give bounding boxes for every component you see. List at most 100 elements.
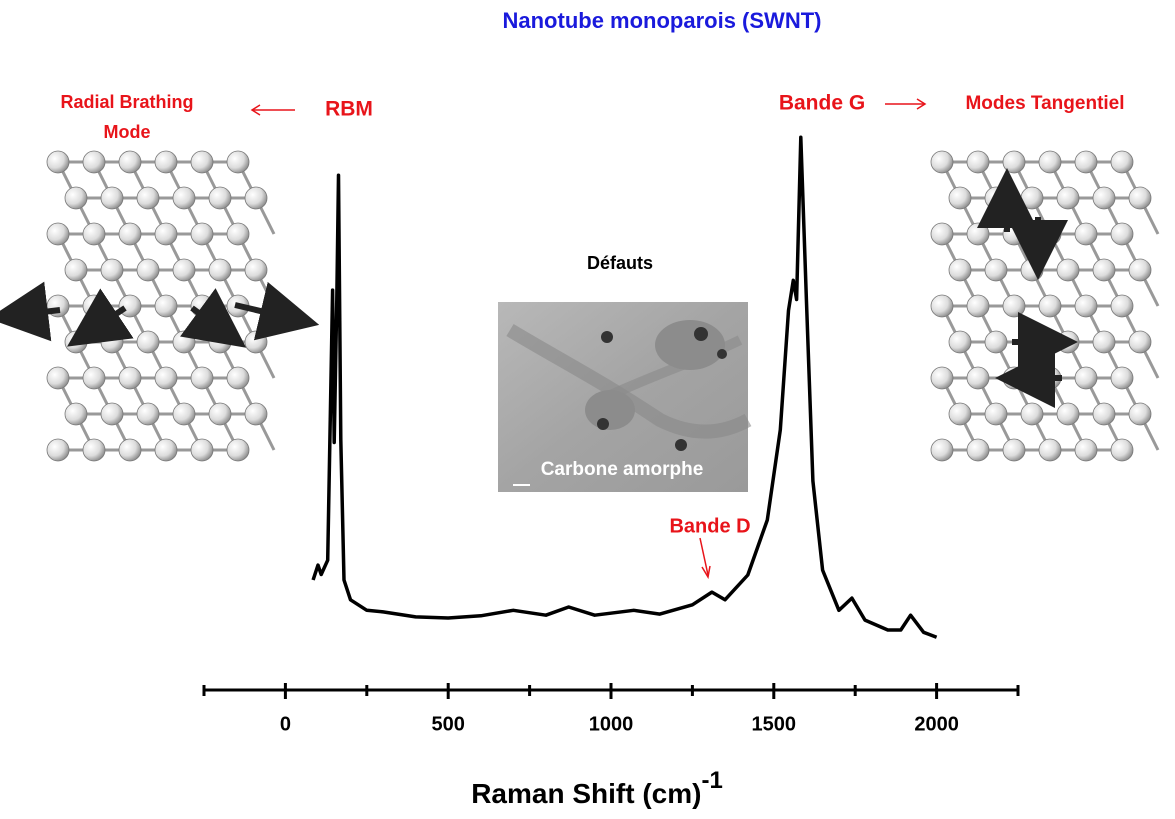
atom bbox=[226, 366, 250, 390]
atom bbox=[1002, 150, 1026, 174]
atom bbox=[966, 438, 990, 462]
atom bbox=[930, 366, 954, 390]
atom bbox=[966, 150, 990, 174]
atom bbox=[1038, 438, 1062, 462]
atom bbox=[1110, 222, 1134, 246]
atom bbox=[46, 366, 70, 390]
x-tick-label: 500 bbox=[432, 713, 465, 735]
atom bbox=[226, 438, 250, 462]
atom bbox=[172, 330, 196, 354]
atom bbox=[1020, 186, 1044, 210]
x-axis-label-main: Raman Shift (cm) bbox=[471, 778, 701, 809]
atom bbox=[82, 366, 106, 390]
atom bbox=[966, 294, 990, 318]
atom bbox=[244, 330, 268, 354]
tem-image bbox=[498, 302, 752, 492]
atom bbox=[226, 150, 250, 174]
atom bbox=[1002, 438, 1026, 462]
x-tick-label: 1000 bbox=[589, 713, 634, 735]
atom bbox=[154, 294, 178, 318]
atom bbox=[984, 186, 1008, 210]
atom bbox=[136, 186, 160, 210]
atom bbox=[244, 402, 268, 426]
atom bbox=[190, 222, 214, 246]
arrows bbox=[0, 168, 1078, 408]
annotation: RBM bbox=[325, 98, 373, 121]
atom bbox=[64, 330, 88, 354]
atom bbox=[154, 366, 178, 390]
atom bbox=[118, 438, 142, 462]
atom bbox=[172, 258, 196, 282]
atom bbox=[136, 402, 160, 426]
atom bbox=[1128, 402, 1152, 426]
atom bbox=[64, 186, 88, 210]
atom bbox=[100, 402, 124, 426]
atom bbox=[1020, 402, 1044, 426]
atom bbox=[154, 438, 178, 462]
atom bbox=[1092, 330, 1116, 354]
atom bbox=[1110, 366, 1134, 390]
atom bbox=[154, 222, 178, 246]
atom bbox=[172, 402, 196, 426]
x-tick-label: 1500 bbox=[752, 713, 797, 735]
atom bbox=[244, 258, 268, 282]
x-axis-label: Raman Shift (cm)-1 bbox=[471, 767, 723, 809]
atom bbox=[82, 222, 106, 246]
atom bbox=[1002, 294, 1026, 318]
atom bbox=[1074, 222, 1098, 246]
atom bbox=[1056, 258, 1080, 282]
atom bbox=[930, 222, 954, 246]
atom bbox=[984, 258, 1008, 282]
atom bbox=[118, 150, 142, 174]
atom bbox=[1056, 330, 1080, 354]
atom bbox=[1056, 186, 1080, 210]
atom bbox=[1074, 366, 1098, 390]
atom bbox=[208, 402, 232, 426]
annotation: Bande G bbox=[779, 92, 865, 115]
atom bbox=[1074, 150, 1098, 174]
atom bbox=[190, 366, 214, 390]
plot-area: Nanotube monoparois (SWNT) 0 500 1000 1500 20… bbox=[60, 8, 1124, 810]
atom bbox=[226, 222, 250, 246]
chart-title: Nanotube monoparois (SWNT) bbox=[503, 8, 822, 33]
annotation: Bande D bbox=[669, 515, 750, 537]
atom bbox=[1128, 186, 1152, 210]
atom bbox=[948, 402, 972, 426]
atom bbox=[1074, 294, 1098, 318]
atom bbox=[930, 438, 954, 462]
atom bbox=[1092, 402, 1116, 426]
atom bbox=[1110, 294, 1134, 318]
lattice-right bbox=[930, 150, 1160, 462]
atom bbox=[1110, 438, 1134, 462]
atom bbox=[46, 222, 70, 246]
atom bbox=[118, 366, 142, 390]
atom bbox=[244, 186, 268, 210]
atom bbox=[1128, 258, 1152, 282]
atom bbox=[984, 402, 1008, 426]
atom bbox=[1128, 330, 1152, 354]
atom bbox=[64, 402, 88, 426]
atom bbox=[948, 186, 972, 210]
x-axis-label-sup: -1 bbox=[701, 767, 722, 794]
atom bbox=[64, 258, 88, 282]
atom bbox=[208, 258, 232, 282]
annotation: Modes Tangentiel bbox=[965, 93, 1124, 114]
atom bbox=[930, 294, 954, 318]
atom bbox=[136, 258, 160, 282]
atom bbox=[1002, 366, 1026, 390]
atom bbox=[46, 438, 70, 462]
atom bbox=[966, 222, 990, 246]
atom bbox=[172, 186, 196, 210]
annotation: Défauts bbox=[587, 253, 653, 273]
pointer-arrows bbox=[250, 98, 927, 580]
atom bbox=[100, 258, 124, 282]
atom bbox=[118, 294, 142, 318]
atom bbox=[966, 366, 990, 390]
x-tick-label: 0 bbox=[280, 713, 291, 735]
atom bbox=[46, 150, 70, 174]
atom bbox=[930, 150, 954, 174]
atom bbox=[82, 294, 106, 318]
atom bbox=[1092, 186, 1116, 210]
atom bbox=[154, 150, 178, 174]
